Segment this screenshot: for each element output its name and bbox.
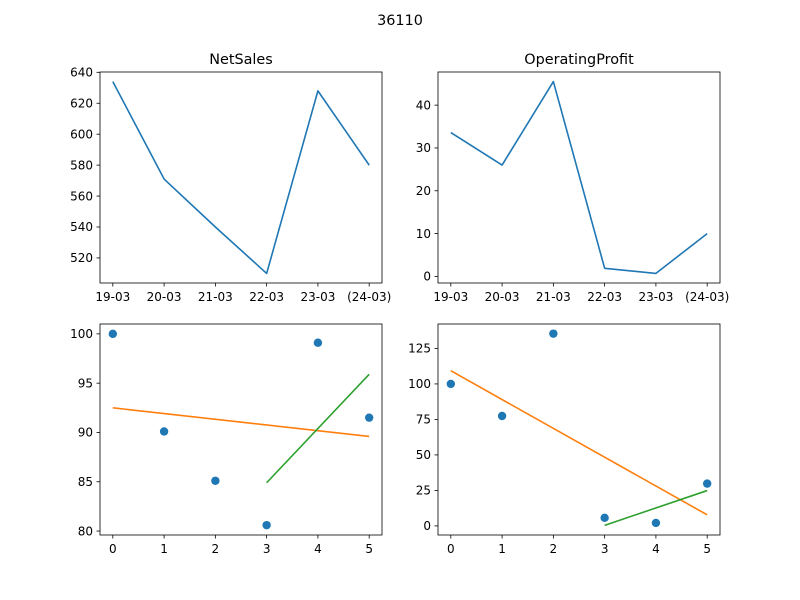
trend-line-recent [604,489,708,527]
x-tick-label: 23-03 [300,290,335,304]
x-tick-label: 20-03 [485,290,520,304]
x-tick-label: 2 [550,542,558,556]
scatter-point [108,329,118,339]
x-tick-label: 5 [703,542,711,556]
scatter-point [313,338,323,347]
x-tick-label: 23-03 [638,290,673,304]
y-tick-label: 620 [70,96,93,110]
scatter-point [600,513,609,523]
y-tick-label: 540 [70,220,93,234]
y-tick-label: 75 [416,413,431,427]
x-tick-label: 1 [160,542,168,556]
y-tick-label: 95 [78,376,93,390]
y-tick-label: 10 [416,227,431,241]
scatter-point [651,518,661,528]
plot-area [99,71,383,284]
x-tick-label: 0 [447,542,455,556]
y-tick-label: 600 [70,127,93,141]
x-tick-label: 19-03 [95,290,130,304]
y-tick-label: 20 [416,184,431,198]
y-tick-label: 30 [416,141,431,155]
scatter-point [497,411,507,421]
x-tick-label: 3 [263,542,271,556]
x-tick-label: 21-03 [198,290,233,304]
y-tick-label: 560 [70,189,93,203]
x-tick-label: (24-03) [685,290,729,304]
y-tick-label: 90 [78,426,93,440]
trend-line-all [450,370,708,516]
x-tick-label: 4 [314,542,322,556]
x-tick-label: 22-03 [587,290,622,304]
plot-area [437,71,721,284]
x-tick-label: 19-03 [433,290,468,304]
scatter-point [549,329,558,338]
y-tick-label: 0 [423,519,431,533]
y-tick-label: 100 [70,327,93,341]
y-tick-label: 85 [78,475,93,489]
x-tick-label: 5 [365,542,373,556]
x-tick-label: 3 [601,542,609,556]
trend-line-all [112,407,370,438]
scatter-point [364,413,374,422]
scatter-point [262,520,271,530]
y-tick-label: 520 [70,251,93,265]
scatter-point [159,427,169,436]
x-tick-label: 20-03 [147,290,182,304]
y-tick-label: 25 [416,484,431,498]
subplot-2: OperatingProfit 19-03 20-03 21-03 22-03 23-03… [416,52,730,304]
subplot-title: OperatingProfit [524,52,634,68]
subplot-grid: NetSales 19-03 20-03 21-03 22-03 23-03 (24-03)… [70,52,729,556]
trend-line-recent [266,373,370,484]
y-tick-label: 100 [408,377,431,391]
subplot-title: NetSales [209,52,273,68]
x-tick-label: 0 [109,542,117,556]
scatter-point [446,379,456,389]
y-tick-label: 125 [408,342,431,356]
y-tick-label: 580 [70,158,93,172]
y-tick-label: 40 [416,98,431,112]
y-tick-label: 640 [70,66,93,80]
x-tick-label: 4 [652,542,660,556]
y-tick-label: 0 [423,270,431,284]
plot-area [99,323,383,536]
series-line [112,81,370,275]
y-tick-label: 80 [78,524,93,538]
series-line [450,80,708,275]
plot-area [437,323,721,536]
scatter-point [211,476,220,485]
x-tick-label: 2 [212,542,220,556]
subplot-1: NetSales 19-03 20-03 21-03 22-03 23-03 (24-03)… [70,52,391,304]
x-tick-label: 21-03 [536,290,571,304]
figure-title: 36110 [377,13,423,29]
subplot-3: 0 1 2 3 4 5 80 85 90 95 100 [70,323,383,556]
y-tick-label: 50 [416,448,431,462]
x-tick-label: 1 [498,542,506,556]
x-tick-label: 22-03 [249,290,284,304]
x-tick-label: (24-03) [347,290,391,304]
scatter-point [702,479,712,488]
